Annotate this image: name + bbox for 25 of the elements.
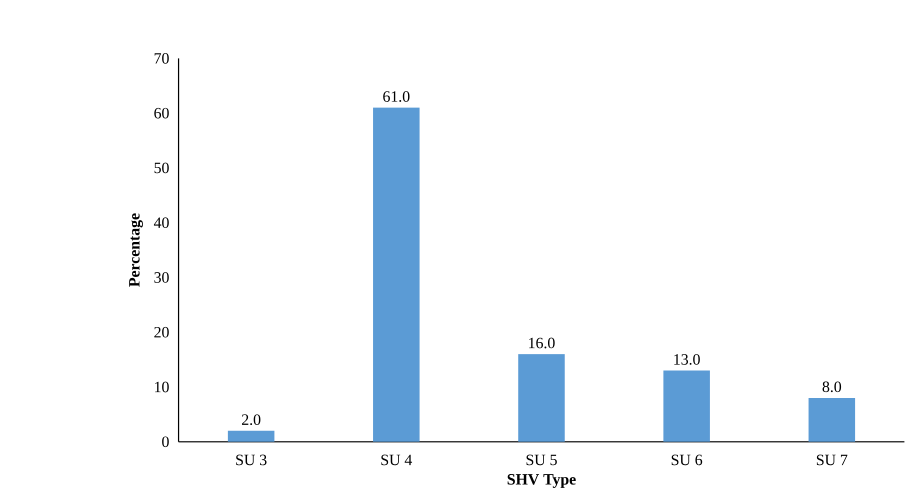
bar: [518, 354, 565, 442]
x-tick-label: SU 7: [816, 454, 848, 466]
y-tick-label: 0: [162, 436, 169, 448]
y-tick-label: 60: [154, 108, 169, 118]
bar: [808, 398, 856, 442]
x-axis-title: SHV Type: [508, 474, 576, 488]
x-tick-label: SU 3: [236, 454, 267, 466]
bar: [663, 370, 710, 442]
x-tick-label: SU 6: [672, 454, 702, 466]
data-label: 2.0: [242, 414, 260, 426]
y-tick-label: 30: [154, 272, 169, 283]
y-tick-label: 50: [154, 162, 169, 174]
y-tick-label: 20: [154, 326, 169, 338]
bar: [373, 108, 420, 442]
y-tick-label: 10: [155, 382, 169, 392]
x-tick-label: SU 4: [381, 454, 412, 466]
y-axis-title: Percentage: [129, 213, 143, 287]
x-tick-label: SU 5: [526, 454, 557, 466]
data-label: 13.0: [674, 354, 700, 365]
data-label: 8.0: [822, 381, 842, 392]
y-tick-label: 40: [154, 217, 169, 228]
data-label: 61.0: [383, 91, 410, 102]
data-label: 16.0: [529, 338, 555, 348]
bar: [228, 430, 274, 442]
y-tick-label: 70: [154, 53, 169, 64]
